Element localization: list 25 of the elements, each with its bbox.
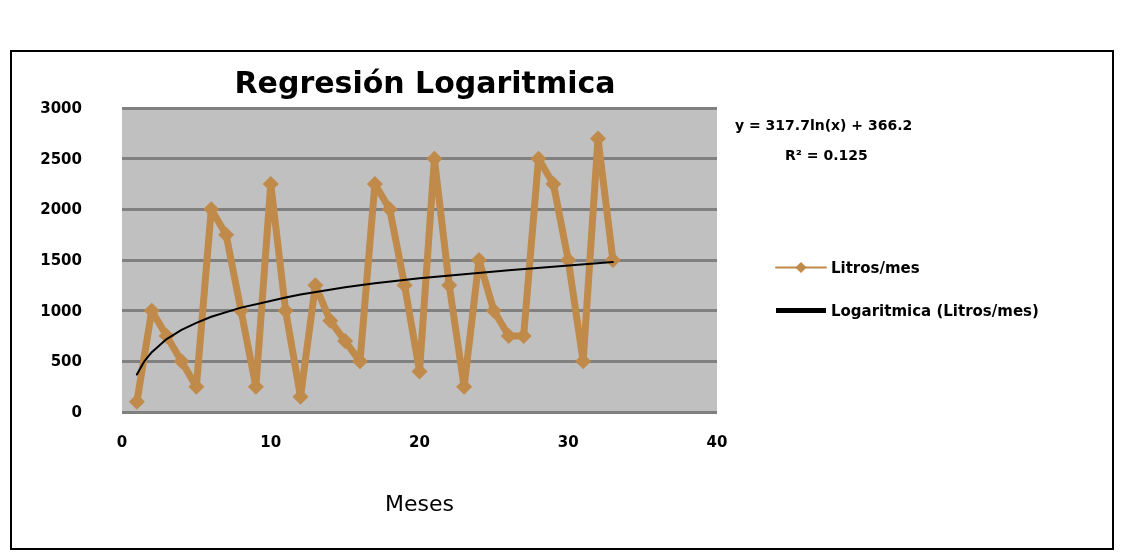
legend-label: Logaritmica (Litros/mes) <box>831 301 1039 320</box>
point <box>322 312 339 329</box>
y-tick-label: 1500 <box>40 251 82 269</box>
x-tick-label: 0 <box>116 432 128 451</box>
point <box>545 176 562 192</box>
x-tick-label: 20 <box>409 432 430 451</box>
y-tick-label: 3000 <box>40 99 82 117</box>
text: R² = 0.125 <box>785 147 868 163</box>
x-tick-label: 10 <box>260 432 282 451</box>
y-tick-label: 500 <box>50 352 82 371</box>
y-tick-label: 0 <box>71 403 82 421</box>
x-tick-label: 40 <box>706 432 728 451</box>
y-tick-label: 1000 <box>40 301 82 320</box>
point <box>173 353 190 370</box>
legend-label: Litros/mes <box>831 258 920 277</box>
point <box>218 226 235 243</box>
x-tick-label: 30 <box>557 432 579 451</box>
point <box>485 302 502 319</box>
y-tick-label: 2500 <box>40 149 82 168</box>
point <box>381 201 398 218</box>
x-axis-title: Meses <box>385 490 454 516</box>
text: y = 317.7ln(x) + 366.2 <box>735 117 913 133</box>
chart-title: Regresión Logaritmica <box>234 64 616 100</box>
point <box>337 333 354 350</box>
y-tick-label: 2000 <box>40 200 82 219</box>
